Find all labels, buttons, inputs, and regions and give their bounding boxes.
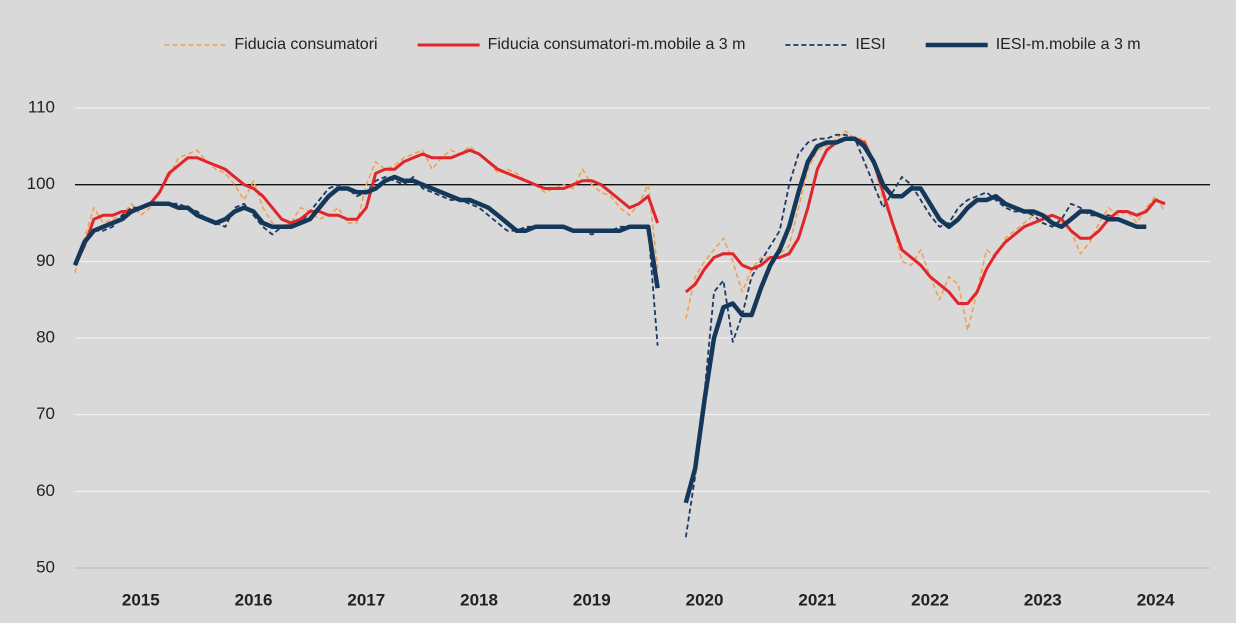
legend-item: IESI-m.mobile a 3 m: [925, 36, 1141, 53]
y-tick-label: 110: [28, 97, 55, 116]
x-tick-label: 2017: [347, 590, 385, 609]
grid: 50 60 70 80 90 100 110 2015 2016 2017 2018 2019 2020…: [27, 97, 1210, 609]
y-tick-label: 90: [36, 251, 55, 270]
x-tick-label: 2021: [798, 590, 836, 609]
series-line: [74, 130, 1166, 332]
legend-label: IESI: [855, 36, 885, 53]
legend-label: Fiducia consumatori-m.mobile a 3 m: [488, 36, 746, 53]
x-tick-label: 2020: [686, 590, 724, 609]
x-tick-label: 2018: [460, 590, 498, 609]
legend-item: IESI: [785, 36, 886, 53]
y-tick-label: 70: [36, 404, 55, 423]
legend-item: Fiducia consumatori: [164, 36, 378, 53]
x-tick-label: 2016: [235, 590, 273, 609]
legend-label: Fiducia consumatori: [234, 36, 377, 53]
series-line: [73, 137, 1166, 305]
x-tick-label: 2015: [122, 590, 160, 609]
legend-item: Fiducia consumatori-m.mobile a 3 m: [417, 36, 746, 53]
y-tick-label: 50: [36, 557, 55, 576]
lines: [72, 130, 1166, 538]
y-tick-label: 60: [36, 481, 55, 500]
series-line: [72, 136, 1147, 504]
x-tick-label: 2023: [1024, 590, 1062, 609]
x-tick-label: 2019: [573, 590, 611, 609]
y-tick-label: 80: [36, 327, 55, 346]
legend-label: IESI-m.mobile a 3 m: [996, 36, 1141, 53]
x-tick-label: 2024: [1137, 590, 1175, 609]
x-tick-label: 2022: [911, 590, 949, 609]
y-tick-label: 100: [27, 174, 55, 193]
legend: Fiducia consumatori Fiducia consumatori-m…: [164, 36, 1141, 53]
